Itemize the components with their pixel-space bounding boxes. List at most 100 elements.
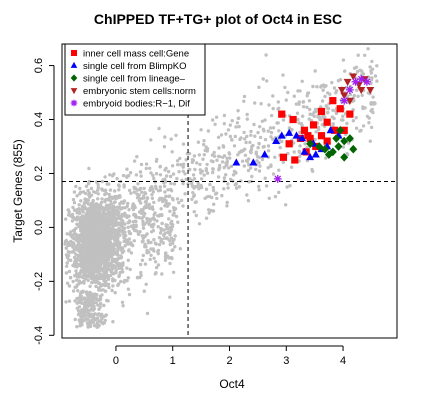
background-point: [258, 135, 263, 140]
background-point: [108, 173, 112, 177]
background-point: [127, 219, 132, 223]
y-tick-label: 0.0: [33, 220, 45, 235]
background-point: [82, 237, 86, 242]
background-point: [88, 284, 92, 288]
background-point: [368, 139, 372, 143]
background-point: [122, 249, 126, 253]
background-point: [75, 296, 79, 301]
background-point: [110, 214, 114, 219]
background-point: [86, 325, 90, 329]
background-point: [323, 94, 327, 99]
series-5-point: [273, 174, 282, 183]
series-2-point: [260, 150, 269, 158]
background-point: [132, 190, 136, 194]
series-1-point: [317, 107, 326, 116]
background-point: [354, 126, 359, 130]
background-point: [217, 146, 221, 150]
background-point: [107, 192, 111, 197]
background-point: [107, 223, 111, 228]
background-point: [222, 122, 226, 126]
background-point: [106, 205, 111, 210]
background-point: [72, 201, 77, 205]
background-point: [175, 176, 179, 181]
background-point: [249, 133, 253, 137]
background-point: [230, 119, 234, 123]
background-point: [113, 189, 117, 193]
background-point: [99, 243, 103, 247]
background-point: [294, 102, 299, 106]
background-point: [321, 114, 325, 119]
background-point: [344, 85, 348, 90]
background-point: [202, 142, 206, 147]
background-point: [283, 85, 287, 90]
series-3-point: [332, 134, 341, 143]
series-3-point: [324, 150, 333, 159]
background-point: [77, 203, 81, 207]
background-point: [356, 53, 360, 57]
background-point: [71, 279, 75, 284]
background-point: [144, 166, 148, 171]
background-point: [119, 254, 123, 258]
background-point: [125, 215, 129, 220]
background-point: [97, 218, 101, 222]
background-point: [72, 208, 77, 212]
background-point: [267, 103, 271, 107]
background-point: [132, 239, 136, 243]
background-point: [229, 164, 234, 169]
background-point: [145, 196, 150, 200]
background-point: [369, 125, 374, 130]
series-4-point: [349, 73, 358, 81]
background-point: [173, 245, 177, 249]
background-point: [343, 69, 347, 73]
background-point: [277, 190, 281, 195]
background-point: [159, 207, 163, 211]
background-point: [106, 210, 111, 214]
background-point: [266, 144, 271, 148]
background-point: [100, 312, 104, 316]
background-point: [94, 251, 99, 256]
legend-marker: [70, 99, 78, 107]
legend-marker: [70, 74, 78, 82]
background-point: [74, 184, 78, 189]
background-point: [316, 115, 320, 119]
background-point: [164, 194, 168, 198]
background-point: [371, 95, 375, 99]
series-3-point: [334, 142, 343, 151]
background-point: [89, 324, 93, 328]
background-point: [65, 261, 69, 265]
background-point: [167, 256, 171, 260]
background-point: [181, 165, 185, 169]
background-point: [88, 302, 92, 306]
background-point: [112, 206, 116, 210]
background-point: [144, 245, 148, 249]
background-point: [295, 111, 300, 115]
series-2-point: [232, 158, 241, 166]
background-point: [152, 200, 156, 205]
background-point: [73, 262, 78, 266]
background-point: [114, 268, 118, 273]
series-2-point: [272, 136, 281, 144]
x-tick-label: 4: [340, 355, 346, 367]
x-tick-label: 0: [113, 355, 119, 367]
series-5-point: [340, 96, 349, 105]
background-point: [79, 270, 83, 274]
background-point: [228, 156, 232, 160]
background-point: [361, 72, 366, 76]
background-point: [366, 47, 370, 51]
background-point: [202, 153, 206, 157]
background-point: [92, 307, 97, 311]
background-point: [339, 118, 344, 122]
background-point: [86, 267, 91, 272]
background-point: [209, 159, 214, 163]
background-point: [95, 277, 99, 281]
background-point: [172, 182, 177, 186]
background-point: [154, 159, 159, 163]
background-point: [97, 223, 101, 227]
background-point: [140, 240, 144, 244]
background-point: [122, 183, 126, 187]
background-point: [205, 171, 210, 175]
background-point: [79, 199, 83, 203]
background-point: [149, 138, 153, 142]
background-point: [88, 216, 92, 221]
y-tick-label: 0.2: [33, 166, 45, 181]
